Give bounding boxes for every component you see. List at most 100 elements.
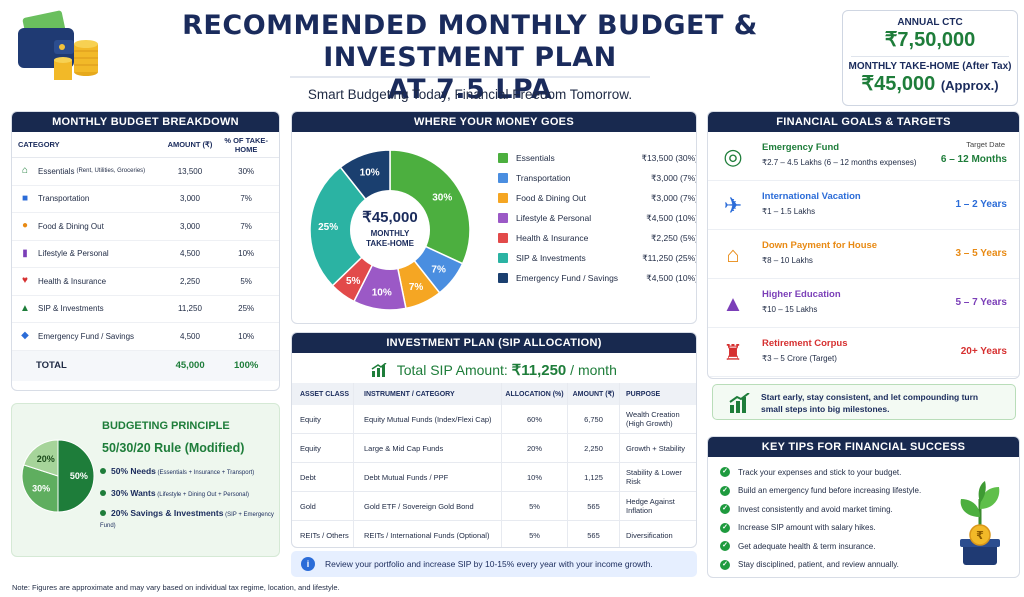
sip-total-value: ₹11,250 [511,362,567,379]
invest-amount: 565 [568,521,620,547]
budget-category-label: SIP & Investments [38,304,104,314]
budget-table-body: ⌂ Essentials (Rent, Utilities, Groceries) 1… [12,158,279,351]
principle-pie-slice [57,439,95,513]
budget-percent: 5% [240,276,252,286]
svg-text:₹: ₹ [976,529,984,542]
budget-category-label: Transportation [38,194,90,204]
check-icon: ✓ [720,541,730,552]
check-icon: ✓ [720,559,730,570]
principle-item-note: (SIP + Emergency Fund) [100,512,274,529]
tip-item: ✓ Stay disciplined, patient, and review a… [708,556,1019,575]
principle-pie-label: 30% [32,483,50,493]
invest-instrument: Debt Mutual Funds / PPF [354,463,502,491]
invest-amount: 6,750 [568,405,620,433]
where-heading: WHERE YOUR MONEY GOES [292,112,696,132]
budget-category-label: Health & Insurance [38,276,107,286]
legend-swatch [498,173,508,183]
tip-item: ✓ Increase SIP amount with salary hikes. [708,519,1019,538]
budget-category-label: Food & Dining Out [38,221,104,231]
target-date-label: Target Date [966,140,1005,149]
check-icon: ✓ [720,485,730,496]
principle-item-bold: 50% Needs [111,466,156,476]
budget-row: ▲ SIP & Investments 11,250 25% [12,296,279,323]
donut-slice-label: 10% [372,287,392,298]
goal-target: 5 – 7 Years [955,297,1007,308]
house-icon: ⌂ [726,242,740,267]
key-tips-panel: KEY TIPS FOR FINANCIAL SUCCESS ✓ Track yo… [707,436,1020,578]
invest-instrument: Equity Mutual Funds (Index/Flexi Cap) [354,405,502,433]
invest-amount: 2,250 [568,434,620,462]
goal-target: 3 – 5 Years [955,248,1007,259]
goal-target: 20+ Years [960,346,1007,357]
tip-item: ✓ Build an emergency fund before increasi… [708,482,1019,501]
title-line-1: RECOMMENDED MONTHLY BUDGET & INVESTMENT … [182,10,758,73]
principle-pie-label: 50% [70,471,88,481]
goals-list: ◎ Emergency Fund ₹2.7 – 4.5 Lakhs (6 – 12 … [708,132,1019,377]
tip-text: Get adequate health & term insurance. [738,541,876,551]
col-asset-class: ASSET CLASS [292,383,354,405]
legend-value: ₹11,250 (25%) [642,252,697,263]
invest-instrument: Gold ETF / Sovereign Gold Bond [354,492,502,520]
legend-label: Transportation [516,173,571,183]
invest-row: Equity Large & Mid Cap Funds 20% 2,250 Growt… [292,434,696,463]
donut-slice-label: 30% [432,193,452,204]
legend-item: Emergency Fund / Savings ₹4,500 (10%) [498,268,697,288]
budget-amount: 3,000 [179,221,200,231]
invest-allocation: 60% [502,405,568,433]
legend-value: ₹13,500 (30%) [641,152,697,163]
legend-swatch [498,193,508,203]
shopping-bag-icon: ▮ [22,247,28,259]
budget-category: ♥ Health & Insurance [18,275,161,287]
target-icon: ◎ [723,144,743,169]
invest-allocation: 10% [502,463,568,491]
legend-swatch [498,253,508,263]
legend-value: ₹4,500 (10%) [646,272,697,283]
food-icon: ● [21,220,29,232]
invest-purpose: Growth + Stability [626,443,685,453]
principle-rule: 50/30/20 Rule (Modified) [102,441,245,455]
goal-row: ⌂ Down Payment for House ₹8 – 10 Lakhs 3 – … [708,230,1019,279]
donut-slice-label: 7% [431,264,446,275]
col-instrument: INSTRUMENT / CATEGORY [354,383,502,405]
goal-title: Higher Education [762,289,841,300]
legend-value: ₹3,000 (7%) [651,172,697,183]
shield-icon: ◆ [21,330,29,342]
goal-row: ♜ Retirement Corpus ₹3 – 5 Crore (Target) 2… [708,328,1019,377]
tips-list: ✓ Track your expenses and stick to your b… [708,457,1019,574]
principle-pie-slice [23,439,59,477]
legend-item: SIP & Investments ₹11,250 (25%) [498,248,697,268]
total-amount: 45,000 [175,360,205,371]
invest-purpose: Stability & Lower Risk [626,468,682,486]
budget-percent: 7% [240,221,252,231]
goal-amount: ₹2.7 – 4.5 Lakhs (6 – 12 months expenses… [762,158,917,167]
compounding-text: Start early, stay consistent, and let co… [761,392,979,414]
invest-row: REITs / Others REITs / International Fund… [292,521,696,547]
budget-heading: MONTHLY BUDGET BREAKDOWN [12,112,279,132]
ctc-summary-box: ANNUAL CTC ₹7,50,000 MONTHLY TAKE-HOME (… [842,10,1018,106]
rocking-chair-icon: ♜ [723,340,743,365]
page-title: RECOMMENDED MONTHLY BUDGET & INVESTMENT … [110,10,830,106]
check-icon: ✓ [720,467,730,478]
invest-instrument: REITs / International Funds (Optional) [354,521,502,547]
tips-heading: KEY TIPS FOR FINANCIAL SUCCESS [708,437,1019,457]
heart-icon: ♥ [22,275,28,287]
total-percent: 100% [234,360,259,371]
budget-table-header: CATEGORY AMOUNT (₹) % OF TAKE-HOME [12,132,279,158]
budget-category-label: Essentials [38,166,75,176]
legend-item: Transportation ₹3,000 (7%) [498,168,697,188]
donut-slice-label: 5% [346,276,361,287]
budget-percent: 25% [238,304,255,314]
legend-value: ₹3,000 (7%) [651,192,697,203]
goal-amount: ₹8 – 10 Lakhs [762,256,813,265]
goal-title: Emergency Fund [762,142,840,153]
principle-pie-slice [21,464,59,513]
donut-center-label-2: TAKE-HOME [366,239,415,248]
invest-asset: Equity [292,405,354,433]
principle-item-note: (Lifestyle + Dining Out + Personal) [155,492,249,498]
sip-total-suffix: / month [566,362,617,378]
donut-slice [309,166,392,287]
budget-row: ⌂ Essentials (Rent, Utilities, Groceries) 1… [12,158,279,186]
legend-label: Emergency Fund / Savings [516,273,619,283]
title-divider [290,76,650,78]
goal-title: International Vacation [762,191,861,202]
